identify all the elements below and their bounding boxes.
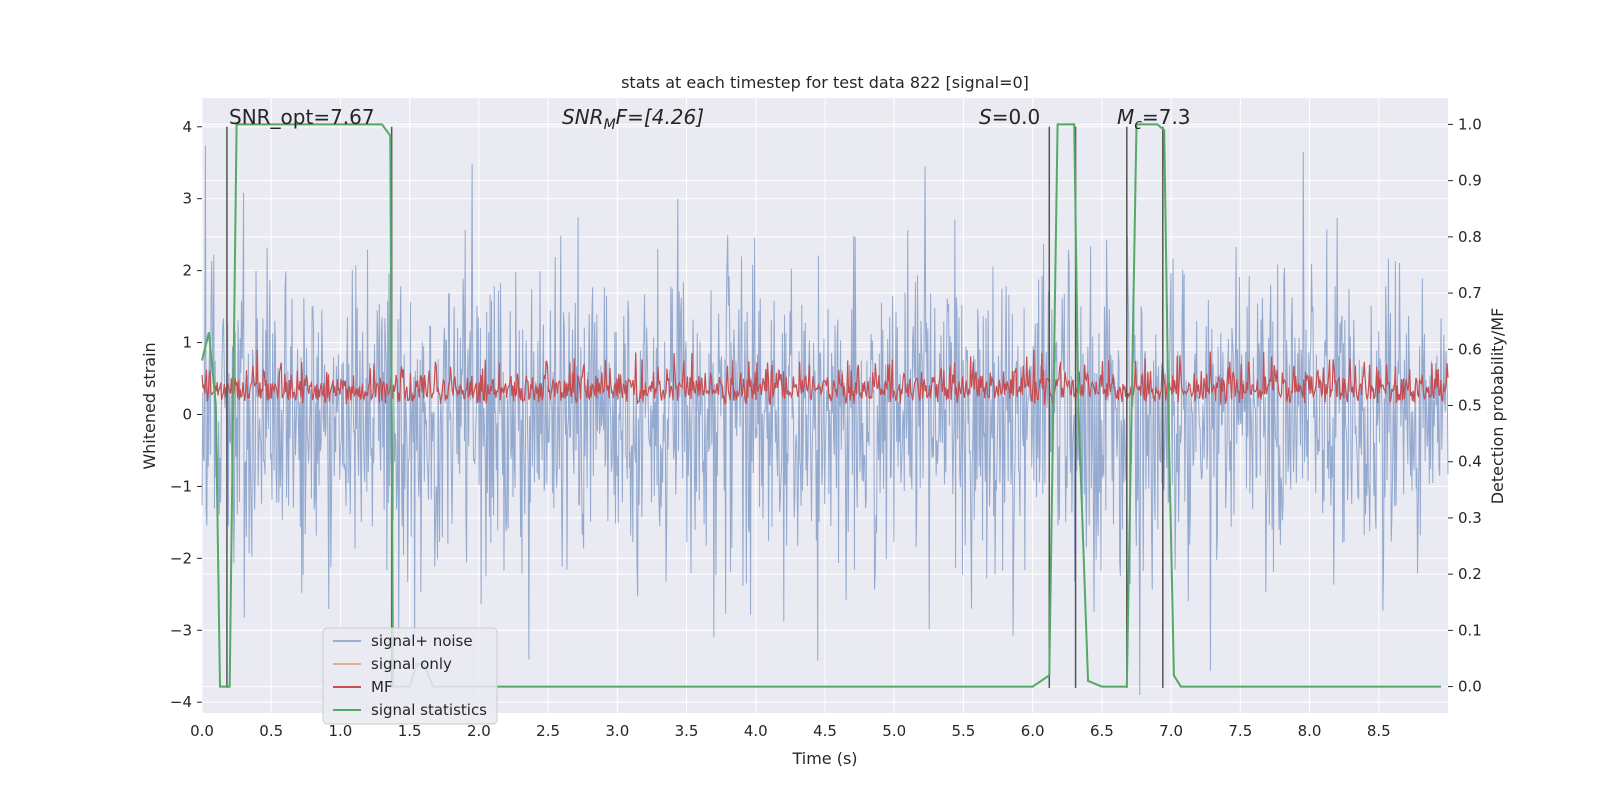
y2-tick-label: 0.4: [1458, 453, 1482, 471]
y2-tick-label: 0.3: [1458, 509, 1482, 527]
y2-tick-label: 1.0: [1458, 115, 1482, 133]
x-tick-label: 0.5: [259, 722, 283, 740]
series-signal-statistics: [201, 123, 1442, 688]
y2-tick-label: 0.1: [1458, 621, 1482, 639]
annotation-snr-opt: SNR_opt=7.67: [229, 105, 375, 129]
x-tick-labels: 0.0 0.5 1.0 1.5 2.0 2.5 3.0 3.5 4.0 4.5 5.0 5.5 6.0 6…: [190, 722, 1391, 740]
legend-label-signal-noise: signal+ noise: [371, 632, 473, 650]
x-tick-label: 2.0: [467, 722, 491, 740]
x-tick-label: 8.0: [1298, 722, 1322, 740]
x-tick-label: 4.5: [813, 722, 837, 740]
x-tick-label: 5.5: [952, 722, 976, 740]
series-signal-statistics-line: [201, 123, 1442, 688]
y-tick-label: 1: [182, 334, 192, 352]
y2-tick-label: 0.6: [1458, 340, 1482, 358]
legend-box: [322, 627, 498, 725]
x-tick-label: 1.0: [329, 722, 353, 740]
x-tick-label: 2.5: [536, 722, 560, 740]
legend-label-mf: MF: [371, 678, 393, 696]
y2-tick-label: 0.0: [1458, 678, 1482, 696]
series-signal-noise-line: [201, 145, 1449, 696]
annotation-mc: Mc=7.3: [1117, 105, 1191, 133]
y-tick-label: 2: [182, 262, 192, 280]
x-tick-label: 3.0: [605, 722, 629, 740]
x-tick-label: 8.5: [1367, 722, 1391, 740]
series-mf: [201, 349, 1449, 406]
x-tick-label: 7.0: [1159, 722, 1183, 740]
y-tick-label: 0: [182, 405, 192, 423]
series-mf-line: [201, 349, 1449, 406]
y-tick-label: −3: [170, 621, 192, 639]
legend-label-signal-only: signal only: [371, 655, 452, 673]
y2-tick-labels: 1.0 0.9 0.8 0.7 0.6 0.5 0.4 0.3 0.2 0.1 0.0: [1448, 115, 1482, 696]
y2-axis-label: Detection probability/MF: [1488, 308, 1507, 505]
y2-tick-label: 0.5: [1458, 397, 1482, 415]
x-tick-label: 4.0: [744, 722, 768, 740]
x-tick-label: 6.0: [1021, 722, 1045, 740]
y2-tick-label: 0.7: [1458, 284, 1482, 302]
y-tick-label: 4: [182, 118, 192, 136]
x-tick-label: 1.5: [398, 722, 422, 740]
y-tick-labels: 4 3 2 1 0 −1 −2 −3 −4: [170, 118, 202, 711]
y2-tick-label: 0.2: [1458, 565, 1482, 583]
x-tick-label: 7.5: [1228, 722, 1252, 740]
y2-tick-label: 0.8: [1458, 228, 1482, 246]
chart-title: stats at each timestep for test data 822…: [621, 73, 1029, 92]
x-tick-label: 5.0: [882, 722, 906, 740]
x-tick-label: 6.5: [1090, 722, 1114, 740]
y-axis-label: Whitened strain: [140, 342, 159, 469]
y-tick-label: −4: [170, 693, 192, 711]
annotation-snr-mf: SNRMF=[4.26]: [562, 105, 704, 133]
x-axis-label: Time (s): [791, 749, 857, 768]
x-tick-label: 0.0: [190, 722, 214, 740]
x-tick-label: 3.5: [675, 722, 699, 740]
annotation-s: S=0.0: [979, 105, 1040, 129]
series-signal-noise: [201, 145, 1449, 696]
legend-label-signal-statistics: signal statistics: [371, 701, 487, 719]
y-tick-label: 3: [182, 190, 192, 208]
legend: signal+ noise signal only MF signal stat…: [322, 627, 498, 725]
y-tick-label: −1: [170, 477, 192, 495]
y-tick-label: −2: [170, 549, 192, 567]
y2-tick-label: 0.9: [1458, 172, 1482, 190]
